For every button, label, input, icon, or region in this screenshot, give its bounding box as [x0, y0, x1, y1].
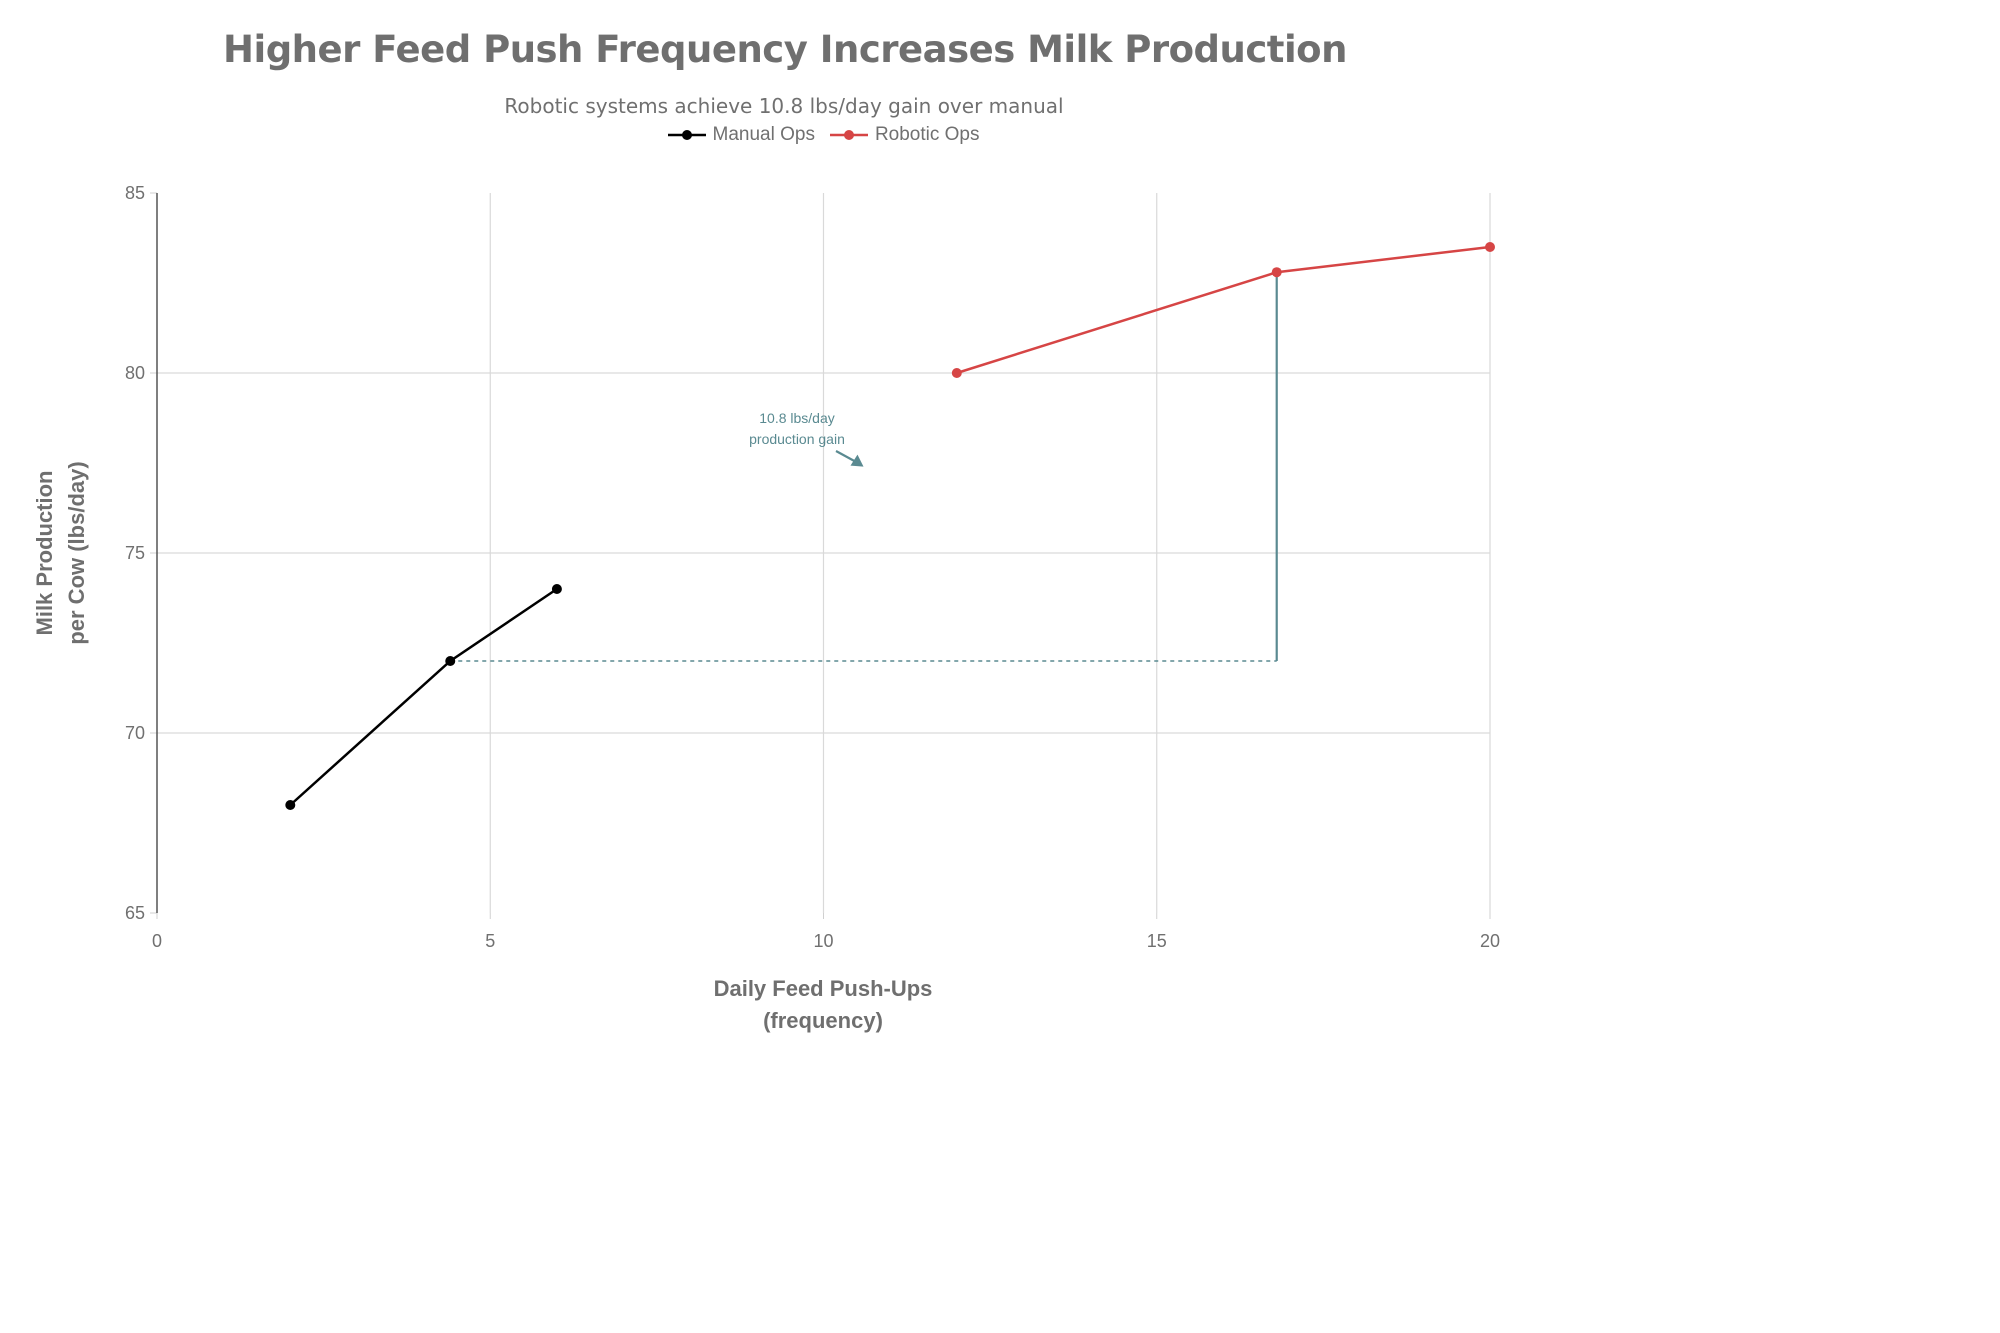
y-tick-label: 70	[125, 723, 145, 743]
y-tick-label: 85	[125, 183, 145, 203]
x-tick-label: 10	[813, 931, 833, 951]
y-axis-title-group: Milk Production per Cow (lbs/day)	[32, 461, 89, 644]
series-group	[285, 242, 1495, 810]
y-tick-label: 80	[125, 363, 145, 383]
legend-item-robotic[interactable]: Robotic Ops	[829, 124, 980, 146]
x-axis-title: Daily Feed Push-Ups	[714, 976, 933, 1001]
x-axis-title-units: (frequency)	[763, 1008, 883, 1033]
annotation-arrow-head	[850, 454, 864, 467]
annotation-text: 10.8 lbs/day	[759, 410, 835, 426]
data-point-robotic	[1485, 242, 1495, 252]
axis-titles: Daily Feed Push-Ups (frequency) Milk Produ…	[32, 461, 932, 1033]
y-axis-title: Milk Production	[32, 471, 57, 636]
axes: 0 5 10 15 20 65 70 75 80 85	[125, 183, 1500, 951]
y-axis-title-units: per Cow (lbs/day)	[64, 461, 89, 644]
legend: Manual Ops Robotic Ops	[0, 124, 1646, 146]
chart-subtitle: Robotic systems achieve 10.8 lbs/day gai…	[504, 94, 1064, 118]
legend-label-manual: Manual Ops	[712, 124, 815, 145]
x-tick-label: 0	[152, 931, 162, 951]
data-point-robotic	[951, 368, 962, 378]
chart-title: Higher Feed Push Frequency Increases Mil…	[223, 28, 1347, 71]
plot-area: 0 5 10 15 20 65 70 75 80 85 10.8 lbs/day productio…	[32, 183, 1500, 1033]
annotations: 10.8 lbs/day production gain	[749, 410, 864, 467]
data-point-robotic	[1271, 267, 1282, 278]
annotation-arrow-shaft	[835, 450, 857, 463]
series-line-robotic	[956, 245, 1491, 375]
data-point-manual	[551, 584, 562, 594]
x-tick-label: 15	[1147, 931, 1167, 951]
y-tick-label: 65	[125, 903, 145, 923]
data-point-manual	[445, 656, 456, 666]
data-point-manual	[285, 800, 296, 810]
series-line-manual	[289, 587, 558, 806]
x-tick-label: 5	[485, 931, 495, 951]
legend-marker-robotic	[829, 130, 868, 140]
legend-label-robotic: Robotic Ops	[874, 124, 980, 145]
annotation-text: production gain	[749, 431, 845, 447]
y-tick-label: 75	[125, 543, 145, 563]
legend-marker-manual	[667, 130, 706, 140]
reference-lines	[450, 272, 1278, 662]
grid-lines	[157, 193, 1491, 913]
x-tick-label: 20	[1480, 931, 1500, 951]
legend-item-manual[interactable]: Manual Ops	[667, 124, 815, 146]
